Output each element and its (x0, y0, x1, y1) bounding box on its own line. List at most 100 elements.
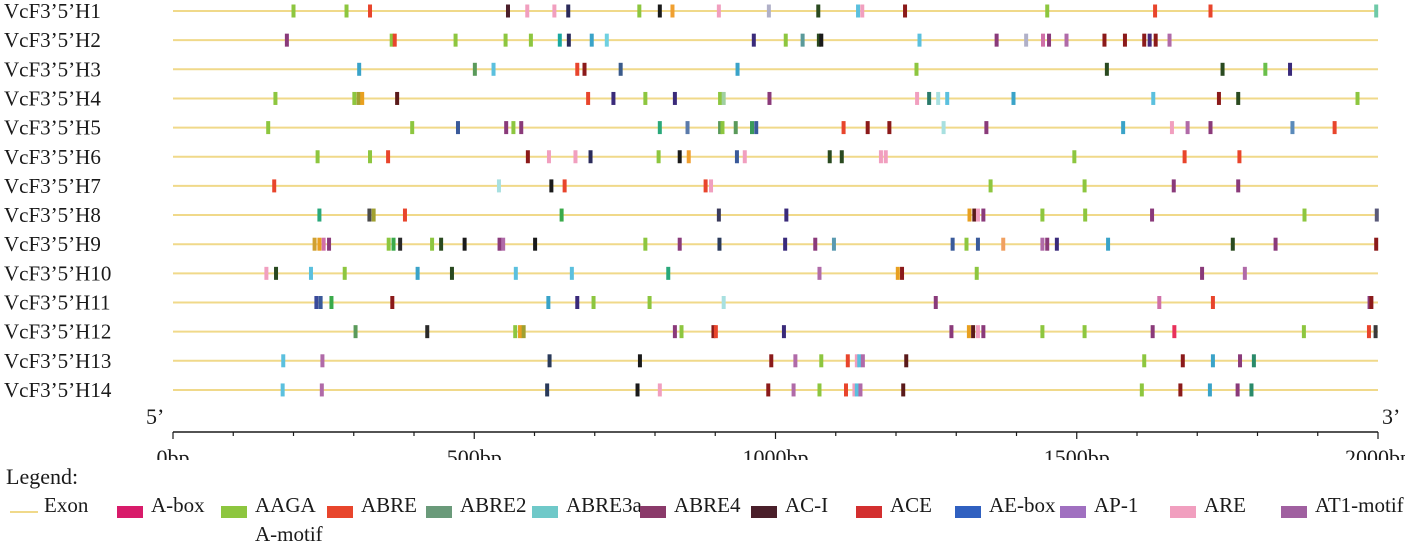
motif-mark (1054, 237, 1059, 251)
motif-mark (1083, 208, 1088, 222)
motif-mark (1208, 121, 1213, 135)
motif-mark (591, 296, 596, 309)
motif-mark (386, 237, 391, 251)
motif-mark (317, 237, 322, 251)
motif-mark (505, 4, 510, 18)
motif-mark (817, 266, 822, 280)
motif-mark (528, 33, 533, 47)
exon-swatch (10, 511, 38, 513)
motif-mark (547, 354, 552, 368)
motif-mark (1374, 237, 1379, 251)
motif-mark (713, 325, 718, 339)
motif-mark (573, 150, 578, 164)
motif-mark (852, 383, 857, 397)
motif-mark (813, 237, 818, 251)
motif-mark (1374, 208, 1379, 222)
motif-mark (264, 266, 269, 280)
motif-mark (588, 150, 593, 164)
legend-label: ACE (890, 493, 932, 517)
motif-mark (981, 325, 986, 339)
motif-mark (533, 237, 538, 251)
legend-swatch (751, 506, 777, 518)
motif-mark (816, 33, 821, 47)
motif-mark (329, 296, 334, 309)
motif-mark (733, 121, 738, 135)
motif-mark (501, 237, 506, 251)
motif-mark (430, 237, 435, 251)
motif-mark (1220, 62, 1225, 76)
motif-mark (718, 91, 723, 105)
motif-mark (1047, 33, 1052, 47)
motif-mark (1142, 33, 1147, 47)
motif-mark (754, 121, 759, 135)
motif-mark (900, 266, 905, 280)
motif-mark (503, 33, 508, 47)
motif-mark (941, 121, 946, 135)
motif-mark (637, 354, 642, 368)
motif-mark (769, 354, 774, 368)
motif-mark (546, 296, 551, 309)
motif-mark (933, 296, 938, 309)
motif-mark (472, 62, 477, 76)
legend-label: ABRE (361, 493, 418, 517)
motif-mark (1082, 179, 1087, 193)
motif-mark (1237, 150, 1242, 164)
motif-mark (1249, 383, 1254, 397)
gene-label: VcF3’5’H13 (4, 349, 111, 373)
motif-mark (854, 354, 859, 368)
motif-mark (742, 150, 747, 164)
motif-mark (1072, 150, 1077, 164)
legend-swatch (955, 506, 981, 518)
motif-mark (1082, 325, 1087, 339)
motif-mark (272, 179, 277, 193)
legend-label: ABRE4 (674, 493, 741, 517)
motif-mark (455, 121, 460, 135)
motif-mark (321, 237, 326, 251)
gene-label: VcF3’5’H12 (4, 320, 111, 344)
motif-mark (368, 4, 373, 18)
motif-mark (1167, 33, 1172, 47)
motif-mark (656, 150, 661, 164)
motif-mark (1355, 91, 1360, 105)
motif-mark (887, 121, 892, 135)
motif-mark (915, 91, 920, 105)
motif-mark (1263, 62, 1268, 76)
motif-mark (686, 150, 691, 164)
motif-mark (386, 150, 391, 164)
motif-mark (635, 383, 640, 397)
legend-label: A-box (151, 493, 205, 517)
motif-mark (734, 150, 739, 164)
motif-mark (1001, 237, 1006, 251)
motif-mark (1210, 354, 1215, 368)
motif-mark (643, 91, 648, 105)
motif-mark (546, 150, 551, 164)
motif-mark (360, 91, 365, 105)
motif-mark (750, 121, 755, 135)
legend-swatch (532, 506, 558, 518)
motif-mark (817, 383, 822, 397)
motif-mark (949, 325, 954, 339)
motif-mark (367, 208, 372, 222)
motif-mark (462, 237, 467, 251)
x-tick-label: 0bp (157, 445, 190, 460)
motif-mark (865, 121, 870, 135)
motif-mark (677, 237, 682, 251)
legend-label: Exon (44, 493, 89, 517)
motif-mark (291, 4, 296, 18)
motif-mark (1041, 33, 1046, 47)
x-tick-label: 1000bp (743, 445, 809, 460)
motif-mark (672, 91, 677, 105)
motif-mark (766, 383, 771, 397)
motif-mark (767, 91, 772, 105)
motif-mark (1172, 325, 1177, 339)
motif-mark (718, 121, 723, 135)
motif-mark (344, 4, 349, 18)
motif-mark (284, 33, 289, 47)
gene-label: VcF3’5’H4 (4, 86, 101, 110)
motif-mark (519, 121, 524, 135)
motif-mark (981, 208, 986, 222)
motif-mark (711, 325, 716, 339)
motif-mark (666, 266, 671, 280)
motif-mark (1207, 383, 1212, 397)
motif-mark (1045, 237, 1050, 251)
